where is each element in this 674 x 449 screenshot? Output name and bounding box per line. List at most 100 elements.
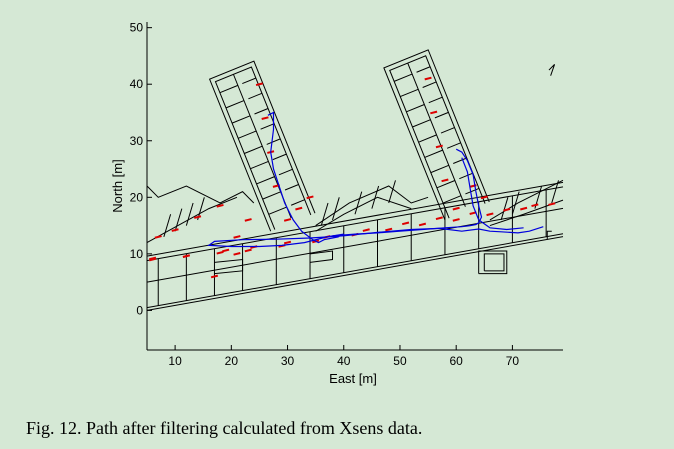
street-line (146, 236, 564, 311)
room-box (483, 253, 505, 272)
door-marker (261, 116, 269, 120)
door-marker (531, 203, 539, 208)
west-wing-room-wall (266, 138, 281, 145)
east-wing-room-wall (412, 119, 431, 128)
door-marker (435, 144, 443, 149)
west-wing-room-wall (238, 130, 257, 139)
east-wing-room-wall (428, 96, 443, 104)
door-marker (418, 222, 427, 227)
door-marker (216, 250, 224, 255)
west-wing-room-wall (290, 199, 305, 206)
door-marker (171, 228, 179, 232)
door-marker (503, 207, 511, 212)
north-outer-wall (315, 185, 429, 227)
y-tick-label: 10 (130, 247, 144, 261)
trajectory-series-2 (332, 148, 483, 237)
west-wing-room-wall (248, 92, 263, 100)
x-axis-label: East [m] (329, 371, 377, 386)
west-wing-room-wall (242, 77, 257, 85)
east-wing-room-wall (430, 164, 449, 174)
door-marker (154, 235, 162, 239)
west-wing-room-wall (225, 100, 245, 109)
x-tick-label: 30 (281, 354, 295, 368)
north-wall (315, 196, 412, 232)
east-wing-room-wall (440, 127, 455, 134)
x-tick-label: 20 (225, 354, 239, 368)
door-marker (401, 221, 410, 226)
door-marker (149, 256, 157, 261)
y-axis-label: North [m] (110, 159, 125, 212)
door-marker (149, 257, 157, 262)
door-marker (441, 178, 449, 183)
door-marker (233, 235, 241, 239)
door-marker (216, 203, 224, 208)
x-tick-label: 70 (506, 354, 520, 368)
door-marker (244, 248, 252, 253)
door-marker (452, 218, 460, 222)
west-wing-room-wall (219, 84, 239, 94)
room-box (309, 250, 334, 263)
west-wing-room-wall (272, 153, 287, 161)
west-wing-room-wall (256, 176, 275, 185)
west-wing-room-wall (231, 115, 251, 124)
building-walls (146, 49, 564, 311)
room-partition (354, 191, 363, 215)
door-marker (255, 82, 264, 87)
room-partition (163, 214, 172, 238)
corridor-wall (146, 186, 564, 262)
west-wing-room-wall (262, 191, 281, 200)
east-wing-room-wall (393, 73, 413, 82)
room-partition (371, 185, 380, 209)
room-back-wall (146, 207, 564, 283)
east-wing-room-wall (446, 142, 461, 149)
trajectory-series-1 (207, 111, 544, 248)
axes: 10 20 30 40 50 60 70 0 10 20 30 40 50 (130, 21, 563, 368)
room-partition (551, 180, 559, 204)
door-marker (435, 216, 443, 221)
door-marker (362, 228, 370, 232)
west-wing-room-wall (268, 206, 287, 215)
west-wing-room-wall (260, 123, 275, 130)
east-wing-room-wall (422, 81, 437, 88)
y-tick-label: 30 (130, 134, 144, 148)
door-marker (222, 248, 230, 253)
west-wing-outline (208, 60, 316, 232)
door-marker (210, 274, 219, 279)
trajectory-lines (207, 111, 544, 248)
door-marker (385, 227, 393, 232)
room-partition (500, 197, 509, 221)
y-tick-label: 50 (130, 21, 144, 35)
corridor-wall (146, 181, 564, 257)
edge-marker (548, 64, 556, 76)
x-tick-label: 50 (393, 354, 407, 368)
east-wing-room-wall (434, 111, 449, 119)
x-tick-label: 40 (337, 354, 351, 368)
east-wing-room-wall (418, 134, 437, 143)
east-wing-room-wall (424, 149, 443, 158)
y-tick-label: 20 (130, 190, 144, 204)
door-marker (244, 218, 252, 222)
y-tick-label: 40 (130, 77, 144, 91)
east-wing-room-wall (465, 187, 480, 195)
x-tick-label: 10 (168, 354, 182, 368)
door-marker (486, 212, 494, 217)
door-marker (283, 240, 292, 245)
east-wing-room-wall (453, 157, 467, 164)
east-wing-room-wall (436, 180, 456, 189)
west-wing-room-wall (284, 184, 299, 191)
door-marker (283, 218, 292, 222)
room-partition (511, 191, 520, 215)
door-markers (149, 76, 556, 279)
room-partition (185, 202, 194, 226)
trajectory-series-3 (461, 157, 524, 231)
door-marker (424, 76, 432, 81)
door-marker (295, 206, 303, 211)
north-outer-wall (489, 179, 564, 221)
door-marker (520, 206, 528, 211)
east-wing-outline (383, 49, 490, 221)
room-partition (388, 180, 396, 204)
room-partition (174, 208, 183, 232)
west-wing-room-wall (278, 168, 293, 176)
north-wall (146, 196, 238, 243)
